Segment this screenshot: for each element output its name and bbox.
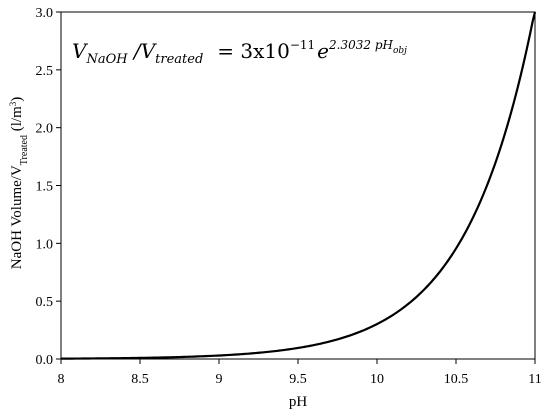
x-axis-title: pH: [289, 394, 308, 410]
y-tick-label: 2.0: [36, 122, 54, 137]
x-tick-label: 11: [528, 372, 541, 387]
y-tick-label: 0.0: [36, 353, 54, 368]
x-tick-label: 10: [370, 372, 384, 387]
y-tick-label: 0.5: [36, 295, 54, 310]
x-tick-label: 8.5: [131, 372, 149, 387]
x-tick-label: 8: [58, 372, 65, 387]
x-tick-label: 10.5: [444, 372, 469, 387]
plot-frame: [60, 11, 536, 360]
y-tick-label: 3.0: [36, 6, 54, 21]
x-tick-label: 9.5: [289, 372, 307, 387]
y-tick-label: 1.0: [36, 237, 54, 252]
equation-annotation: VNaOH /Vtreated = 3x10−11 e2.3032 pHobj: [72, 38, 407, 67]
x-tick-label: 9: [216, 372, 223, 387]
y-axis-title: NaOH Volume/VTreated (l/m3): [8, 97, 30, 269]
series-line: [60, 11, 537, 360]
y-tick-label: 1.5: [36, 180, 54, 195]
y-tick-label: 2.5: [36, 64, 54, 79]
